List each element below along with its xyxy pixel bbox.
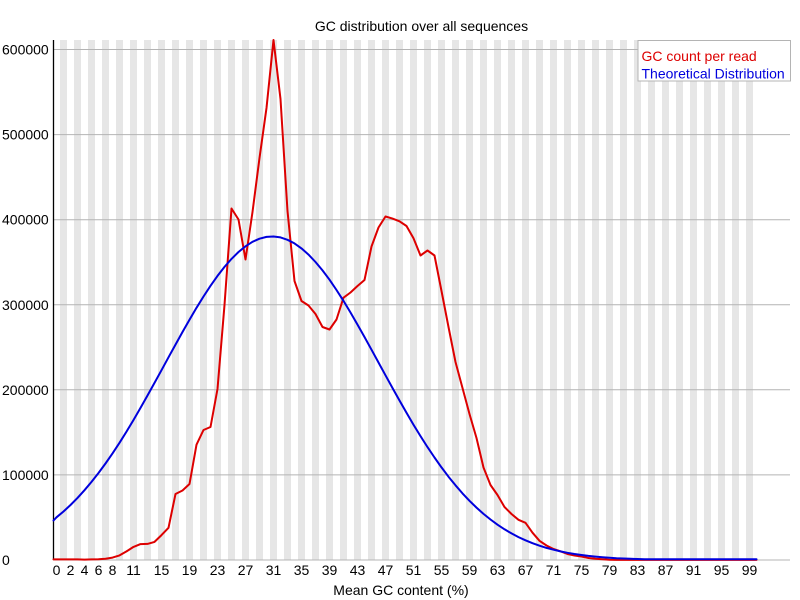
- svg-text:27: 27: [238, 562, 254, 578]
- svg-text:2: 2: [67, 562, 75, 578]
- svg-text:83: 83: [630, 562, 646, 578]
- svg-text:35: 35: [294, 562, 310, 578]
- svg-text:0: 0: [53, 562, 61, 578]
- svg-text:4: 4: [81, 562, 89, 578]
- svg-text:15: 15: [154, 562, 170, 578]
- svg-text:400000: 400000: [2, 212, 49, 228]
- svg-text:100000: 100000: [2, 467, 49, 483]
- svg-text:79: 79: [602, 562, 618, 578]
- svg-text:87: 87: [658, 562, 674, 578]
- svg-text:600000: 600000: [2, 42, 49, 58]
- svg-text:300000: 300000: [2, 297, 49, 313]
- svg-text:GC distribution over all seque: GC distribution over all sequences: [315, 18, 528, 34]
- svg-text:200000: 200000: [2, 382, 49, 398]
- svg-text:6: 6: [95, 562, 103, 578]
- svg-text:11: 11: [126, 562, 141, 578]
- svg-text:Theoretical Distribution: Theoretical Distribution: [642, 66, 785, 82]
- svg-text:19: 19: [182, 562, 198, 578]
- svg-text:500000: 500000: [2, 127, 49, 143]
- svg-text:63: 63: [490, 562, 506, 578]
- svg-text:8: 8: [109, 562, 117, 578]
- svg-text:Mean GC content (%): Mean GC content (%): [333, 582, 468, 598]
- svg-text:43: 43: [350, 562, 366, 578]
- svg-text:0: 0: [2, 552, 10, 568]
- svg-text:91: 91: [686, 562, 702, 578]
- svg-text:95: 95: [714, 562, 730, 578]
- svg-text:51: 51: [406, 562, 422, 578]
- svg-text:55: 55: [434, 562, 450, 578]
- svg-text:47: 47: [378, 562, 394, 578]
- svg-text:23: 23: [210, 562, 226, 578]
- svg-text:99: 99: [742, 562, 758, 578]
- svg-text:GC count per read: GC count per read: [642, 48, 757, 64]
- svg-text:31: 31: [266, 562, 282, 578]
- svg-text:59: 59: [462, 562, 478, 578]
- svg-text:67: 67: [518, 562, 534, 578]
- svg-text:39: 39: [322, 562, 338, 578]
- svg-text:71: 71: [546, 562, 562, 578]
- svg-text:75: 75: [574, 562, 590, 578]
